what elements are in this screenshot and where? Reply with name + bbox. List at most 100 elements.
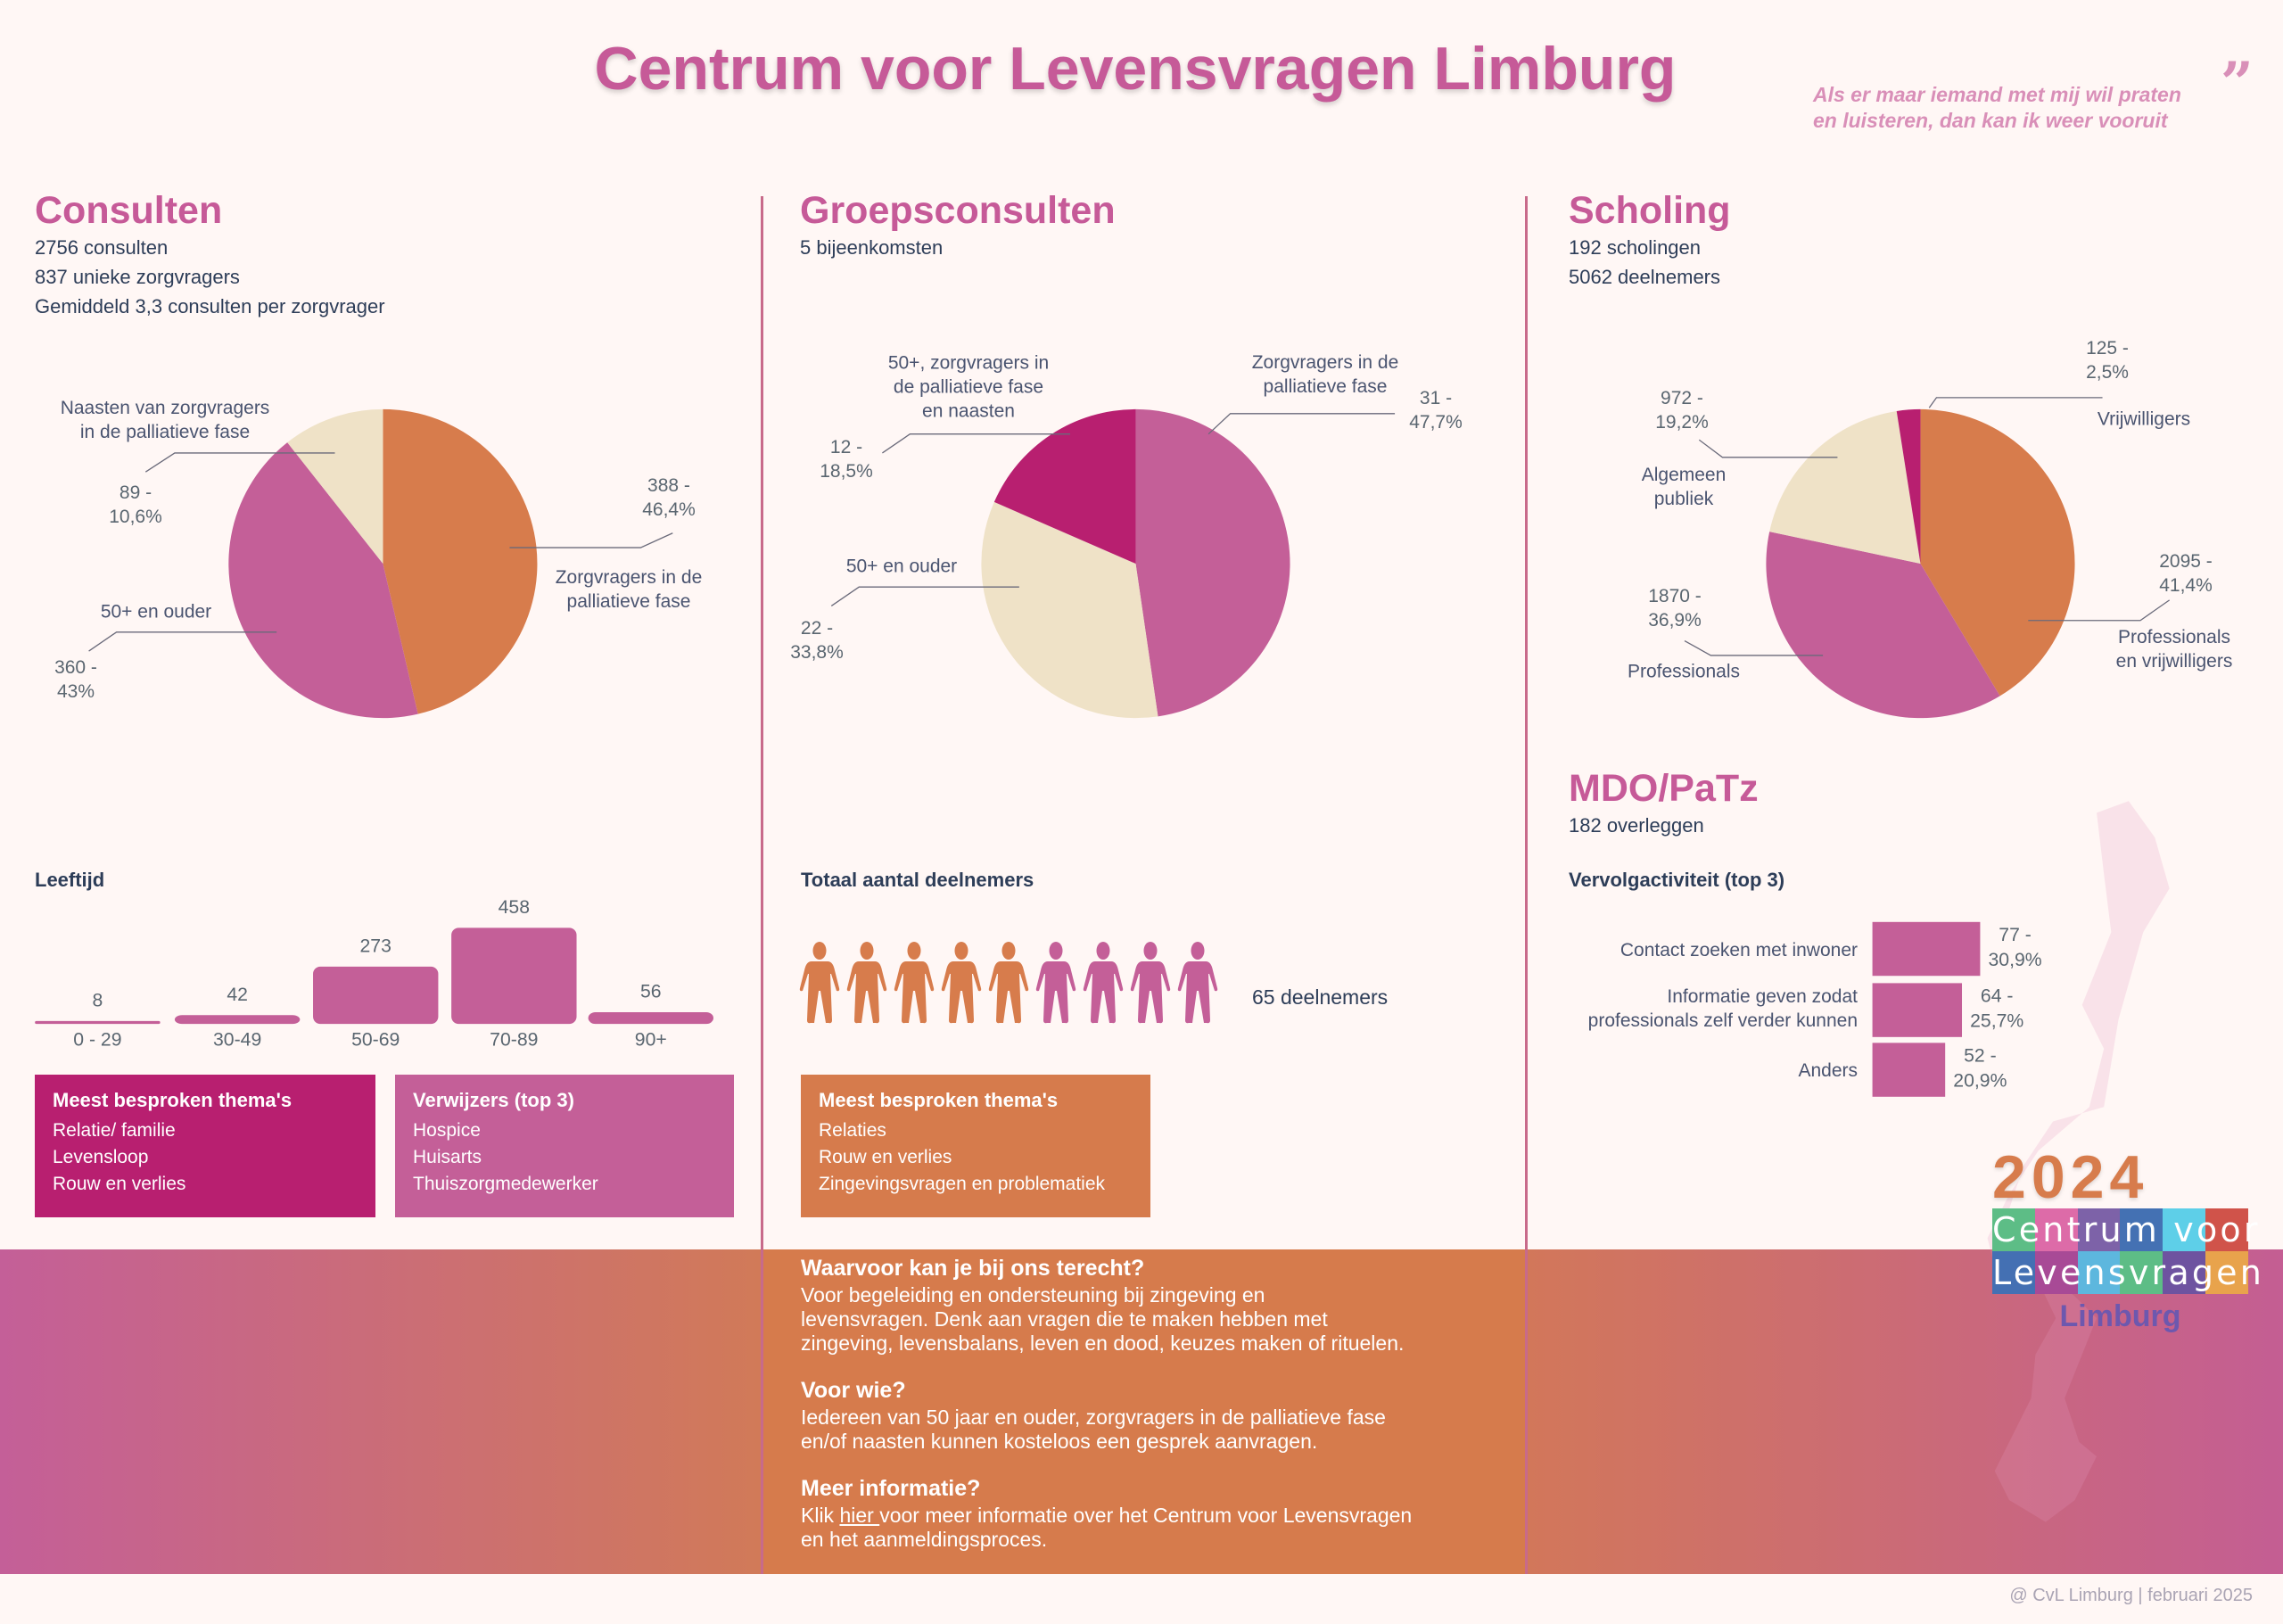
- box-title: Verwijzers (top 3): [413, 1089, 574, 1111]
- consulten-pie-slice: [228, 442, 418, 719]
- age-category-label: 50-69: [351, 1030, 400, 1051]
- participants-pictogram: [799, 942, 1218, 1024]
- age-bar: [588, 1011, 713, 1025]
- logo-tile: [2077, 1251, 2121, 1294]
- participants-title: Totaal aantal deelnemers: [801, 869, 1034, 891]
- quote-line: en luisteren, dan kan ik weer vooruit: [1813, 109, 2168, 132]
- logo-tile: [2163, 1251, 2205, 1294]
- participants-count: 65 deelnemers: [1252, 985, 1389, 1009]
- pie-value-label: 12 -18,5%: [820, 437, 873, 482]
- leader-lines: [88, 397, 2171, 656]
- pie-value-label: 125 -2,5%: [2086, 338, 2129, 383]
- info-band-middle: [762, 1249, 1526, 1574]
- followup-percent: 30,9%: [1989, 950, 2042, 970]
- groepsconsulten-pie-slice: [1135, 408, 1290, 717]
- logo-tile: [2205, 1251, 2248, 1294]
- age-bar-value: 42: [227, 985, 248, 1005]
- person-icon: [1083, 942, 1124, 1024]
- groepsconsulten-pie-slice: [993, 408, 1136, 565]
- page-title: Centrum voor Levensvragen Limburg: [594, 35, 1677, 103]
- groepsconsulten-pie-slice: [981, 501, 1158, 719]
- pie-label: Naasten van zorgvragers in de palliatieve…: [60, 398, 270, 442]
- info-band-right: [1526, 1249, 2283, 1574]
- person-icon: [846, 942, 887, 1024]
- consulten-pie-slice: [287, 408, 383, 565]
- pie-label: Professionals: [1627, 661, 1741, 682]
- themes-box: Meest besproken thema's Relatie/ familie…: [35, 1075, 375, 1217]
- info-section: Voor wie? Iedereen van 50 jaar en ouder,…: [801, 1378, 1514, 1454]
- box-item: Relaties: [819, 1120, 886, 1141]
- pie-value-label: 2095 -41,4%: [2159, 551, 2213, 596]
- info-heading: Waarvoor kan je bij ons terecht?: [801, 1256, 1145, 1281]
- section-heading: Groepsconsulten: [800, 189, 1116, 232]
- info-line: en/of naasten kunnen kosteloos een gespr…: [801, 1430, 1318, 1453]
- quote-mark-icon: ”: [2221, 50, 2254, 117]
- mdo-section: MDO/PaTz 182 overleggen: [1569, 767, 1759, 840]
- box-item: Hospice: [413, 1120, 481, 1141]
- pie-value-label: 388 -46,4%: [642, 475, 696, 520]
- logo-tile: [2163, 1208, 2205, 1251]
- age-bar: [35, 1020, 161, 1025]
- scholing-pie-slice: [1920, 408, 2075, 697]
- more-info-link[interactable]: hier: [839, 1504, 880, 1527]
- info-heading: Voor wie?: [801, 1378, 906, 1403]
- followup-label: Contact zoeken met inwoner: [1620, 940, 1858, 960]
- age-bar: [313, 966, 439, 1025]
- logo-tile: [1992, 1208, 2035, 1251]
- section-heading: Consulten: [35, 189, 223, 232]
- consulten-section: Consulten 2756 consulten 837 unieke zorg…: [35, 189, 385, 321]
- info-section: Meer informatie? Klik hier voor meer inf…: [801, 1476, 1514, 1552]
- info-line: Iedereen van 50 jaar en ouder, zorgvrage…: [801, 1406, 1386, 1429]
- box-item: Huisarts: [413, 1147, 482, 1167]
- person-icon: [941, 942, 982, 1024]
- age-bar-value: 8: [92, 991, 103, 1011]
- age-category-label: 70-89: [490, 1030, 538, 1051]
- info-line: levensvragen. Denk aan vragen die te mak…: [801, 1307, 1328, 1331]
- age-bar: [451, 927, 577, 1025]
- age-bar-value: 458: [499, 897, 530, 918]
- person-icon: [1130, 942, 1171, 1024]
- info-line: Voor begeleiding en ondersteuning bij zi…: [801, 1283, 1265, 1307]
- logo-year: 2024: [1992, 1143, 2149, 1211]
- quote-line: Als er maar iemand met mij wil praten: [1813, 83, 2181, 106]
- followup-value: 52 -: [1964, 1046, 1997, 1067]
- age-bar-value: 56: [640, 982, 662, 1002]
- pie-value-label: 22 -33,8%: [790, 618, 844, 663]
- logo-text: Centrum voor: [1992, 1210, 2261, 1249]
- logo-tile: [2034, 1208, 2078, 1251]
- scholing-pie-slice: [1766, 532, 2000, 719]
- logo-tile: [2120, 1208, 2163, 1251]
- pie-value-label: 89 -10,6%: [109, 482, 162, 527]
- pie-label: 50+, zorgvragers in de palliatieve fase en…: [887, 352, 1050, 422]
- pie-label: Zorgvragers in de palliatieve fase: [555, 567, 703, 612]
- person-icon: [988, 942, 1029, 1024]
- age-category-label: 30-49: [213, 1030, 261, 1051]
- box-item: Rouw en verlies: [819, 1147, 952, 1167]
- box-item: Relatie/ familie: [53, 1120, 176, 1141]
- column-divider: [761, 196, 763, 1574]
- quote: Als er maar iemand met mij wil praten en …: [1813, 82, 2181, 134]
- info-section: Waarvoor kan je bij ons terecht? Voor be…: [801, 1256, 1514, 1356]
- logo-tile: [2077, 1208, 2121, 1251]
- pie-label: Zorgvragers in de palliatieve fase: [1251, 352, 1399, 397]
- pie-label: 50+ en ouder: [100, 601, 212, 622]
- scholing-pie-slice: [1896, 408, 1921, 565]
- followup-value: 64 -: [1981, 986, 2014, 1007]
- referrers-box: Verwijzers (top 3) Hospice Huisarts Thui…: [395, 1075, 734, 1217]
- box-title: Meest besproken thema's: [819, 1089, 1059, 1111]
- followup-percent: 20,9%: [1953, 1070, 2007, 1091]
- box-item: Zingevingsvragen en problematiek: [819, 1174, 1106, 1194]
- person-icon: [799, 942, 840, 1024]
- stat: 182 overleggen: [1569, 814, 1704, 837]
- person-icon: [1035, 942, 1076, 1024]
- consulten-pie-slice: [383, 408, 538, 714]
- logo-tile: [2205, 1208, 2248, 1251]
- groepsconsulten-section: Groepsconsulten 5 bijeenkomsten: [800, 189, 1116, 262]
- age-bar-value: 273: [360, 936, 391, 957]
- box-title: Meest besproken thema's: [53, 1089, 293, 1111]
- stat: 5 bijeenkomsten: [800, 236, 944, 259]
- info-line: zingeving, levensbalans, leven en dood, …: [801, 1331, 1405, 1355]
- person-icon: [1177, 942, 1218, 1024]
- pie-label: 50+ en ouder: [845, 556, 958, 577]
- column-divider: [1525, 196, 1528, 1574]
